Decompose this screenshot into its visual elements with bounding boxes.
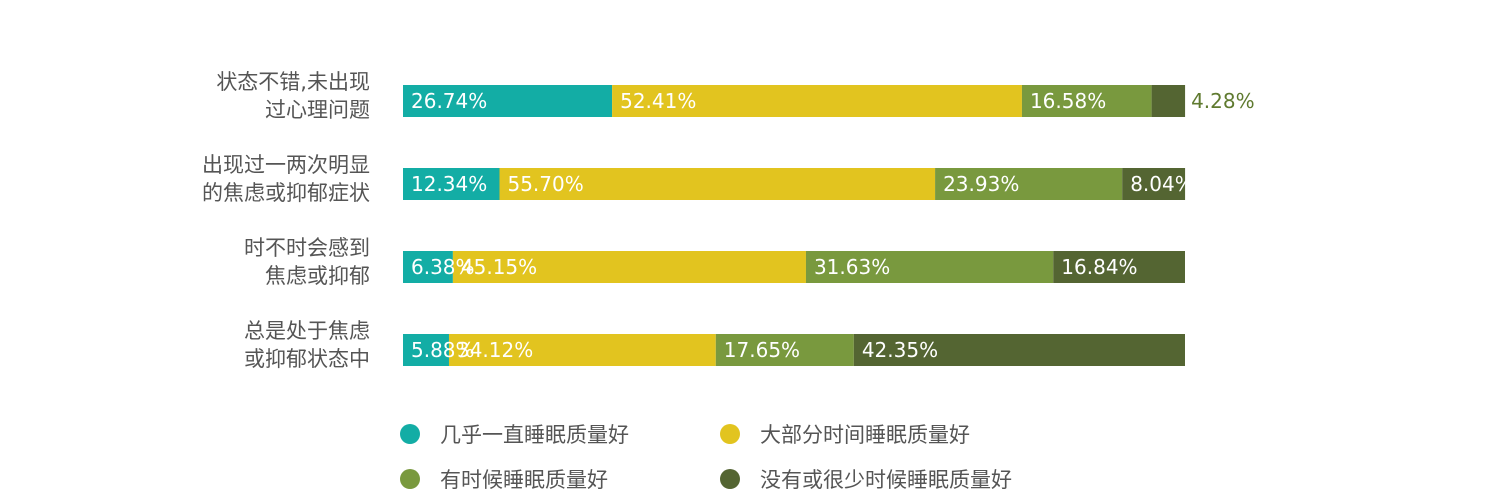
value-label: 34.12%	[457, 338, 533, 362]
category-label-0: 状态不错,未出现过心理问题	[216, 70, 370, 122]
bar-segment	[805, 251, 1054, 283]
bar-segment	[1122, 168, 1186, 200]
category-label-line: 状态不错,未出现	[216, 70, 370, 94]
value-label: 31.63%	[814, 255, 890, 279]
category-label-line: 过心理问题	[265, 98, 370, 122]
category-label-line: 时不时会感到	[244, 236, 370, 260]
value-label: 52.41%	[620, 89, 696, 113]
value-label: 16.58%	[1030, 89, 1106, 113]
category-label-1: 出现过一两次明显的焦虑或抑郁症状	[202, 153, 370, 205]
category-label-line: 出现过一两次明显	[202, 153, 370, 177]
category-label-2: 时不时会感到焦虑或抑郁	[244, 236, 370, 288]
legend-marker	[720, 424, 740, 444]
value-label: 8.04%	[1130, 172, 1194, 196]
bar-segment	[1151, 85, 1186, 117]
bar-segment	[1021, 85, 1152, 117]
bar-segment	[499, 168, 936, 200]
legend-label: 有时候睡眠质量好	[440, 468, 608, 491]
bar-segment	[403, 85, 613, 117]
value-label: 45.15%	[461, 255, 537, 279]
category-label-line: 的焦虑或抑郁症状	[202, 181, 370, 205]
category-labels: 状态不错,未出现过心理问题出现过一两次明显的焦虑或抑郁症状时不时会感到焦虑或抑郁…	[202, 70, 370, 371]
bar-segment	[403, 334, 449, 366]
legend-marker	[400, 424, 420, 444]
value-label: 16.84%	[1061, 255, 1137, 279]
bar-segment	[935, 168, 1123, 200]
category-label-3: 总是处于焦虑或抑郁状态中	[244, 319, 370, 371]
value-label: 42.35%	[862, 338, 938, 362]
category-label-line: 焦虑或抑郁	[265, 264, 370, 288]
value-label: 5.88%	[411, 338, 475, 362]
value-label: 23.93%	[943, 172, 1019, 196]
value-label: 4.28%	[1191, 89, 1255, 113]
bar-segment	[448, 334, 716, 366]
legend-marker	[720, 469, 740, 489]
legend-label: 大部分时间睡眠质量好	[760, 423, 970, 447]
value-label: 17.65%	[724, 338, 800, 362]
bar-segment	[1053, 251, 1185, 283]
bar-segment	[853, 334, 1185, 366]
legend-label: 没有或很少时候睡眠质量好	[760, 468, 1012, 491]
value-label: 6.38%	[411, 255, 475, 279]
bar-segment	[403, 251, 453, 283]
category-label-line: 或抑郁状态中	[244, 347, 370, 371]
bars-layer	[403, 85, 1186, 366]
category-label-line: 总是处于焦虑	[244, 319, 370, 343]
bar-segment	[452, 251, 806, 283]
bar-segment	[715, 334, 854, 366]
legend-marker	[400, 469, 420, 489]
value-label: 12.34%	[411, 172, 487, 196]
value-label: 26.74%	[411, 89, 487, 113]
bar-segment	[403, 168, 500, 200]
value-label: 55.70%	[507, 172, 583, 196]
legend-label: 几乎一直睡眠质量好	[440, 423, 629, 447]
value-labels: 26.74% 52.41% 16.58% 4.28% 12.34% 55.70% 23.93…	[411, 89, 1255, 362]
bar-segment	[612, 85, 1022, 117]
